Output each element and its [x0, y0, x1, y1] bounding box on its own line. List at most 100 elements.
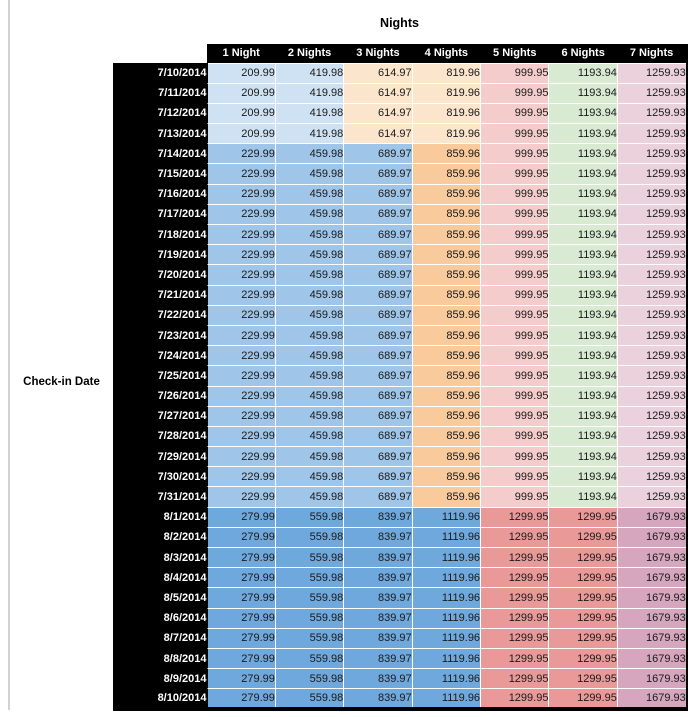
header-row: 1 Night 2 Nights 3 Nights 4 Nights 5 Nights 6… [113, 44, 688, 63]
price-cell: 1299.95 [480, 668, 550, 690]
price-cell: 459.98 [274, 183, 345, 205]
price-cell: 689.97 [343, 143, 413, 165]
price-cell: 689.97 [343, 203, 413, 226]
table-header: 1 Night 2 Nights 3 Nights 4 Nights 5 Nights 6… [113, 44, 688, 63]
date-cell: 7/27/2014 [113, 406, 207, 427]
price-cell: 614.97 [343, 102, 413, 125]
date-cell: 8/3/2014 [113, 547, 207, 568]
price-cell: 279.99 [206, 607, 276, 629]
price-cell: 209.99 [206, 123, 276, 145]
price-cell: 1299.95 [548, 627, 618, 649]
price-cell: 1259.93 [616, 183, 688, 205]
price-cell: 839.97 [343, 668, 413, 690]
price-cell: 999.95 [480, 203, 550, 226]
price-cell: 1193.94 [548, 123, 618, 145]
price-cell: 859.96 [411, 486, 482, 508]
price-cell: 229.99 [206, 405, 276, 427]
price-cell: 1299.95 [480, 567, 550, 589]
price-cell: 859.96 [411, 163, 482, 185]
price-cell: 1259.93 [616, 324, 688, 347]
price-cell: 689.97 [343, 385, 413, 407]
table-row: 7/28/2014 229.99 459.98 689.97 859.96 999.95 1… [113, 425, 688, 448]
price-cell: 559.98 [274, 587, 345, 609]
price-cell: 419.98 [274, 123, 345, 145]
price-cell: 689.97 [343, 223, 413, 246]
date-cell: 7/15/2014 [113, 163, 207, 185]
date-cell: 7/29/2014 [113, 446, 207, 467]
price-cell: 689.97 [343, 163, 413, 185]
col-header-2-nights: 2 Nights [275, 44, 344, 63]
col-header-5-nights: 5 Nights [480, 44, 549, 63]
price-cell: 689.97 [343, 446, 413, 468]
table-row: 8/2/2014 279.99 559.98 839.97 1119.96 1299.95… [113, 526, 688, 549]
price-cell: 459.98 [274, 163, 345, 185]
price-cell: 614.97 [343, 62, 413, 84]
price-cell: 229.99 [206, 223, 276, 246]
price-cell: 819.96 [411, 102, 482, 125]
table-row: 7/20/2014 229.99 459.98 689.97 859.96 999.95 1… [113, 264, 688, 286]
price-cell: 1299.95 [548, 688, 618, 712]
price-cell: 859.96 [411, 304, 482, 326]
price-cell: 999.95 [480, 102, 550, 125]
price-cell: 859.96 [411, 183, 482, 205]
price-cell: 1119.96 [411, 526, 482, 549]
table-row: 7/27/2014 229.99 459.98 689.97 859.96 999.95 1… [113, 405, 688, 427]
price-cell: 689.97 [343, 466, 413, 488]
date-cell: 7/30/2014 [113, 466, 207, 487]
date-cell: 8/8/2014 [113, 648, 207, 669]
price-cell: 459.98 [274, 486, 345, 508]
price-cell: 859.96 [411, 446, 482, 468]
date-cell: 7/25/2014 [113, 365, 207, 386]
col-header-1-nights: 1 Night [207, 44, 276, 63]
price-cell: 1119.96 [411, 627, 482, 649]
price-cell: 559.98 [274, 627, 345, 649]
table-row: 7/12/2014 209.99 419.98 614.97 819.96 999.95 1… [113, 102, 688, 125]
price-cell: 1193.94 [548, 405, 618, 427]
table-row: 7/14/2014 229.99 459.98 689.97 859.96 999.95 1… [113, 143, 688, 165]
price-cell: 279.99 [206, 567, 276, 589]
price-cell: 1259.93 [616, 466, 688, 488]
price-cell: 1679.93 [616, 668, 688, 690]
price-cell: 819.96 [411, 82, 482, 104]
date-cell: 7/18/2014 [113, 224, 207, 245]
price-cell: 839.97 [343, 607, 413, 629]
table-row: 7/24/2014 229.99 459.98 689.97 859.96 999.95 1… [113, 345, 688, 367]
price-cell: 1259.93 [616, 163, 688, 185]
table-row: 8/10/2014 279.99 559.98 839.97 1119.96 1299.9… [113, 688, 688, 712]
col-header-7-nights: 7 Nights [617, 44, 688, 63]
price-cell: 279.99 [206, 587, 276, 609]
price-cell: 1679.93 [616, 526, 688, 549]
table-row: 8/8/2014 279.99 559.98 839.97 1119.96 1299.95… [113, 647, 688, 670]
date-cell: 8/6/2014 [113, 608, 207, 629]
price-cell: 999.95 [480, 82, 550, 104]
price-cell: 999.95 [480, 324, 550, 347]
price-cell: 1299.95 [480, 526, 550, 549]
price-cell: 1259.93 [616, 102, 688, 125]
date-cell: 7/12/2014 [113, 103, 207, 124]
price-cell: 689.97 [343, 425, 413, 448]
price-cell: 689.97 [343, 365, 413, 387]
checkin-date-axis-title: Check-in Date [23, 376, 100, 388]
table-row: 7/29/2014 229.99 459.98 689.97 859.96 999.95 1… [113, 446, 688, 468]
date-cell: 7/19/2014 [113, 244, 207, 265]
price-cell: 839.97 [343, 567, 413, 589]
price-cell: 1259.93 [616, 446, 688, 468]
price-cell: 1193.94 [548, 365, 618, 387]
table-row: 7/23/2014 229.99 459.98 689.97 859.96 999.95 1… [113, 324, 688, 347]
price-cell: 839.97 [343, 506, 413, 528]
price-cell: 999.95 [480, 304, 550, 326]
price-cell: 1299.95 [480, 647, 550, 670]
date-cell: 7/13/2014 [113, 123, 207, 144]
table-row: 7/21/2014 229.99 459.98 689.97 859.96 999.95 1… [113, 284, 688, 306]
price-cell: 1259.93 [616, 425, 688, 448]
price-cell: 1119.96 [411, 567, 482, 589]
price-cell: 459.98 [274, 385, 345, 407]
price-cell: 229.99 [206, 203, 276, 226]
price-cell: 1299.95 [548, 506, 618, 528]
table-row: 7/26/2014 229.99 459.98 689.97 859.96 999.95 1… [113, 385, 688, 407]
price-cell: 859.96 [411, 425, 482, 448]
price-cell: 459.98 [274, 244, 345, 266]
price-cell: 559.98 [274, 607, 345, 629]
price-cell: 689.97 [343, 284, 413, 306]
price-cell: 1119.96 [411, 647, 482, 670]
